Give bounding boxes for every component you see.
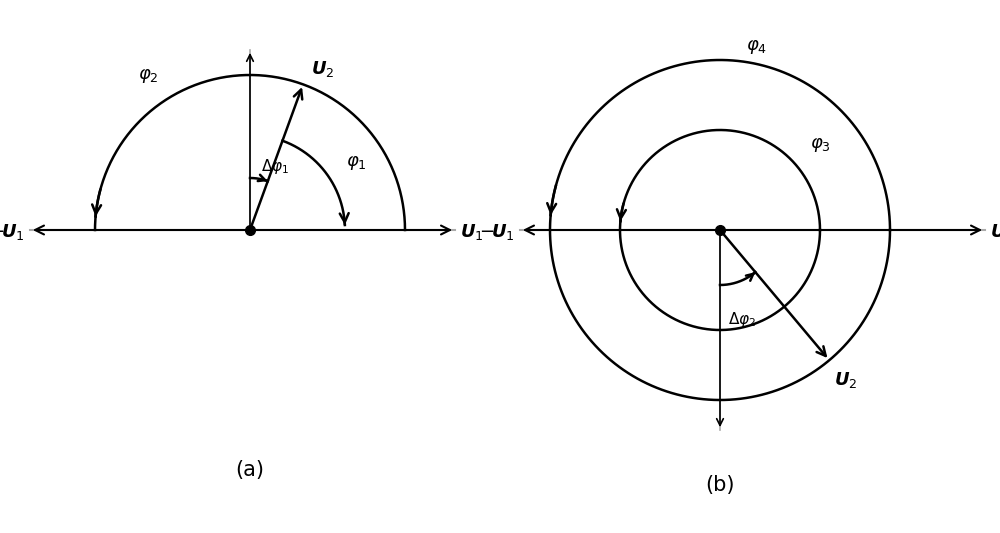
Text: $\boldsymbol{U}_1$: $\boldsymbol{U}_1$ <box>460 222 484 242</box>
Text: $-\!\boldsymbol{U}_1$: $-\!\boldsymbol{U}_1$ <box>479 222 515 242</box>
Text: (b): (b) <box>705 475 735 495</box>
Text: $\varphi_3$: $\varphi_3$ <box>810 136 831 154</box>
Text: $\varphi_2$: $\varphi_2$ <box>138 67 159 85</box>
Text: $\boldsymbol{U}_1$: $\boldsymbol{U}_1$ <box>990 222 1000 242</box>
Text: $\varphi_1$: $\varphi_1$ <box>346 154 367 172</box>
Text: $\Delta\varphi_2$: $\Delta\varphi_2$ <box>728 310 756 329</box>
Text: $\varphi_4$: $\varphi_4$ <box>746 38 767 56</box>
Text: $-\!\boldsymbol{U}_1$: $-\!\boldsymbol{U}_1$ <box>0 222 25 242</box>
Text: $\boldsymbol{U}_2$: $\boldsymbol{U}_2$ <box>311 59 335 79</box>
Text: (a): (a) <box>236 460 264 480</box>
Text: $\boldsymbol{U}_2$: $\boldsymbol{U}_2$ <box>834 370 858 390</box>
Text: $\Delta\varphi_1$: $\Delta\varphi_1$ <box>261 157 289 176</box>
